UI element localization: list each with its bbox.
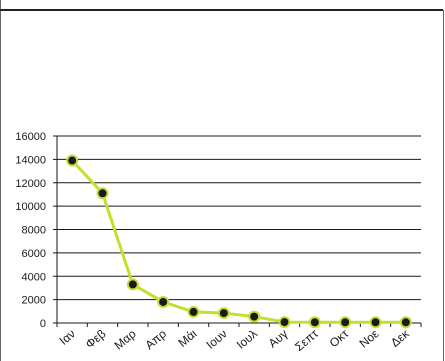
data-point [157,295,170,308]
y-axis-ticks: 0 2000 4000 6000 8000 10000 12000 14000 16000 [15,131,57,330]
y-tick-label: 8000 [22,225,46,237]
data-point [369,316,382,329]
x-tick-label: Νοε [357,326,382,350]
left-border [0,0,1,361]
series-line [70,159,408,324]
grid-lines [57,135,421,301]
x-tick-label: Δεκ [388,326,413,350]
x-tick-label: Ιουλ [234,327,260,352]
y-tick-label: 4000 [22,271,46,283]
data-point [278,316,291,329]
data-point [96,187,109,200]
y-tick-label: 10000 [15,201,46,213]
top-divider [0,9,443,11]
x-axis-ticks: Ιαν Φεβ Μαρ Απρ Μάι Ιουν Ιουλ Αυγ Σεπτ Οκτ Νοε Δεκ [56,323,422,354]
y-tick-label: 14000 [15,154,46,166]
x-tick-label: Μαρ [112,326,139,352]
data-point [187,305,200,318]
right-border [443,10,444,361]
y-tick-label: 2000 [22,295,46,307]
y-tick-label: 6000 [22,248,46,260]
data-point [308,316,321,329]
data-point [66,154,79,167]
x-tick-label: Ιουν [203,327,229,352]
series [66,154,412,329]
x-tick-label: Απρ [142,326,169,352]
y-tick-label: 0 [40,318,46,330]
data-point [217,307,230,320]
data-point [399,316,412,329]
x-tick-label: Ιαν [57,327,78,348]
y-tick-label: 16000 [15,131,46,143]
x-tick-label: Σεπτ [292,326,321,353]
data-point [248,310,261,323]
y-tick-label: 12000 [15,178,46,190]
x-tick-label: Φεβ [83,327,109,352]
x-tick-label: Οκτ [327,326,352,350]
x-tick-label: Μάι [175,326,199,350]
data-point [339,316,352,329]
x-tick-label: Αυγ [266,327,291,351]
data-point [126,278,139,291]
